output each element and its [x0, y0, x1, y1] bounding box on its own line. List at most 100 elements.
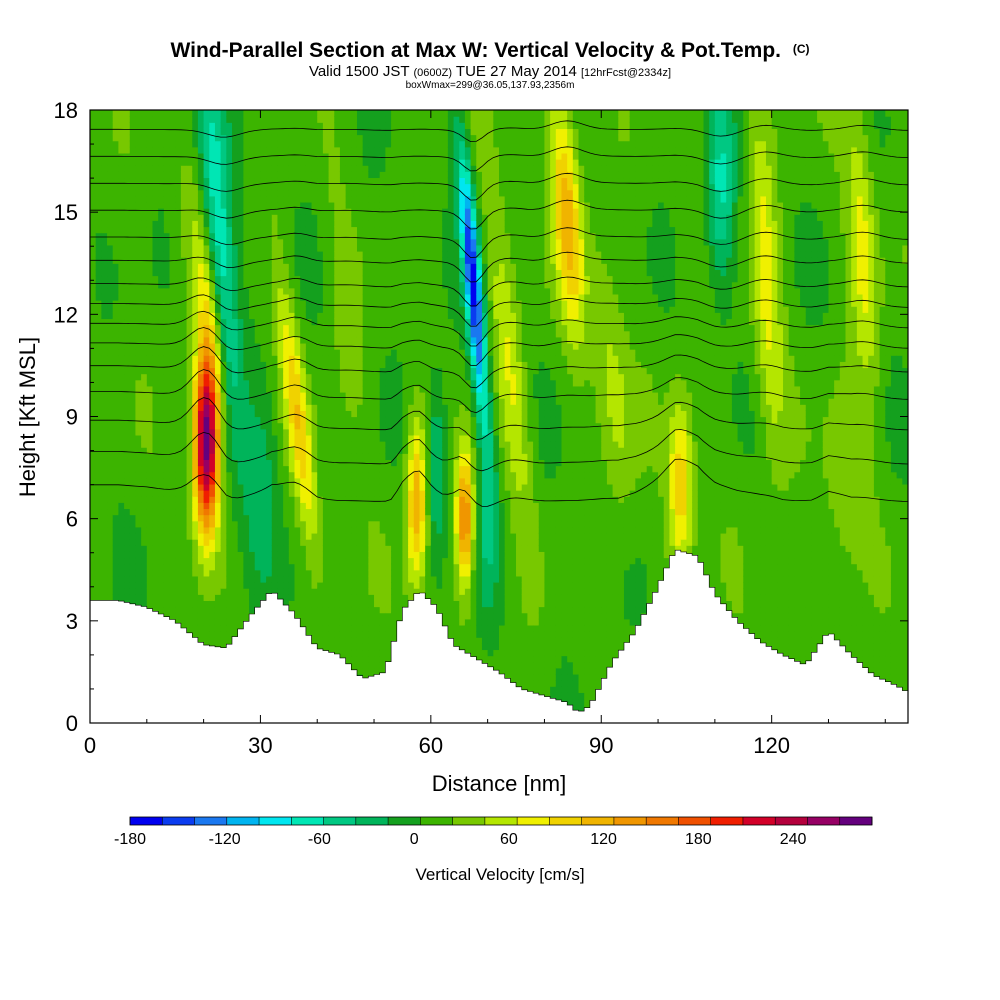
heatmap-cell	[288, 183, 296, 191]
heatmap-cell	[169, 416, 176, 424]
heatmap-cell	[311, 551, 318, 559]
heatmap-cell	[356, 287, 364, 295]
heatmap-cell	[237, 391, 244, 399]
heatmap-cell	[146, 171, 154, 179]
heatmap-cell	[356, 637, 364, 644]
heatmap-cell	[124, 582, 131, 589]
heatmap-cell	[107, 183, 114, 191]
heatmap-cell	[158, 453, 165, 461]
heatmap-cell	[180, 281, 188, 289]
heatmap-cell	[305, 502, 313, 510]
heatmap-cell	[260, 539, 267, 546]
heatmap-cell	[146, 496, 154, 503]
heatmap-cell	[158, 165, 165, 172]
heatmap-cell	[271, 391, 279, 399]
heatmap-cell	[152, 563, 159, 571]
heatmap-cell	[158, 404, 165, 411]
heatmap-cell	[226, 361, 233, 369]
heatmap-cell	[305, 465, 313, 473]
heatmap-cell	[300, 471, 307, 479]
heatmap-cell	[254, 410, 262, 418]
heatmap-cell	[175, 545, 182, 552]
heatmap-cell	[305, 140, 313, 148]
heatmap-cell	[175, 195, 182, 203]
heatmap-cell	[249, 398, 256, 405]
heatmap-cell	[334, 171, 341, 179]
heatmap-cell	[107, 582, 114, 589]
heatmap-cell	[317, 250, 324, 258]
heatmap-cell	[146, 232, 154, 240]
heatmap-cell	[266, 110, 273, 117]
heatmap-cell	[135, 367, 142, 375]
heatmap-cell	[90, 324, 97, 332]
heatmap-cell	[277, 502, 284, 510]
heatmap-cell	[356, 379, 364, 387]
heatmap-cell	[118, 306, 125, 313]
heatmap-cell	[322, 269, 330, 277]
heatmap-cell	[277, 128, 284, 136]
heatmap-cell	[345, 514, 352, 522]
heatmap-cell	[232, 110, 239, 117]
heatmap-cell	[288, 391, 296, 399]
heatmap-cell	[362, 214, 369, 221]
heatmap-cell	[101, 422, 108, 430]
heatmap-cell	[277, 557, 284, 565]
heatmap-cell	[249, 594, 256, 601]
heatmap-cell	[328, 557, 335, 565]
heatmap-cell	[277, 545, 284, 552]
heatmap-cell	[254, 250, 262, 258]
heatmap-cell	[95, 324, 102, 332]
heatmap-cell	[277, 477, 284, 485]
heatmap-cell	[203, 459, 210, 467]
heatmap-cell	[209, 195, 216, 203]
heatmap-cell	[226, 483, 233, 491]
heatmap-cell	[214, 502, 222, 510]
heatmap-cell	[334, 238, 341, 246]
heatmap-cell	[192, 434, 199, 442]
heatmap-cell	[351, 508, 358, 516]
heatmap-cell	[226, 269, 233, 277]
heatmap-cell	[328, 244, 335, 252]
heatmap-cell	[288, 140, 296, 148]
heatmap-cell	[237, 208, 244, 215]
heatmap-cell	[243, 490, 250, 497]
heatmap-cell	[317, 220, 324, 228]
heatmap-cell	[271, 490, 279, 497]
heatmap-cell	[356, 655, 364, 663]
heatmap-cell	[260, 385, 267, 393]
heatmap-cell	[322, 398, 330, 405]
heatmap-cell	[135, 195, 142, 203]
heatmap-cell	[283, 134, 290, 142]
heatmap-cell	[158, 342, 165, 350]
heatmap-cell	[209, 588, 216, 595]
heatmap-cell	[146, 189, 154, 197]
heatmap-cell	[368, 606, 375, 614]
heatmap-cell	[294, 404, 301, 411]
heatmap-cell	[232, 232, 239, 240]
heatmap-cell	[129, 336, 137, 344]
heatmap-cell	[305, 624, 313, 632]
heatmap-cell	[283, 349, 290, 356]
heatmap-cell	[351, 134, 358, 142]
heatmap-cell	[152, 391, 159, 399]
heatmap-cell	[135, 318, 142, 326]
heatmap-cell	[339, 594, 347, 601]
heatmap-cell	[203, 606, 210, 614]
heatmap-cell	[169, 471, 176, 479]
heatmap-cell	[362, 312, 369, 320]
heatmap-cell	[351, 661, 358, 669]
heatmap-cell	[107, 532, 114, 540]
heatmap-cell	[254, 122, 262, 129]
heatmap-cell	[351, 244, 358, 252]
heatmap-cell	[362, 508, 369, 516]
heatmap-cell	[214, 140, 222, 148]
heatmap-cell	[294, 398, 301, 405]
heatmap-cell	[90, 391, 97, 399]
heatmap-cell	[266, 416, 273, 424]
heatmap-cell	[129, 398, 137, 405]
heatmap-cell	[101, 140, 108, 148]
heatmap-cell	[118, 428, 125, 436]
heatmap-cell	[192, 244, 199, 252]
heatmap-cell	[152, 208, 159, 215]
heatmap-cell	[249, 539, 256, 546]
